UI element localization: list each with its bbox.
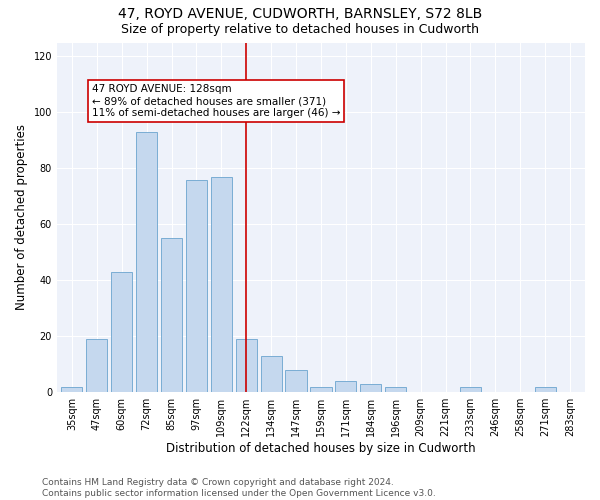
Bar [360, 384, 382, 392]
Bar [335, 381, 356, 392]
Bar [161, 238, 182, 392]
Y-axis label: Number of detached properties: Number of detached properties [15, 124, 28, 310]
Bar [111, 272, 132, 392]
Bar [86, 339, 107, 392]
Text: 47, ROYD AVENUE, CUDWORTH, BARNSLEY, S72 8LB: 47, ROYD AVENUE, CUDWORTH, BARNSLEY, S72… [118, 8, 482, 22]
Bar [310, 386, 332, 392]
Bar [460, 386, 481, 392]
X-axis label: Distribution of detached houses by size in Cudworth: Distribution of detached houses by size … [166, 442, 476, 455]
Text: 47 ROYD AVENUE: 128sqm
← 89% of detached houses are smaller (371)
11% of semi-de: 47 ROYD AVENUE: 128sqm ← 89% of detached… [92, 84, 340, 117]
Text: Size of property relative to detached houses in Cudworth: Size of property relative to detached ho… [121, 22, 479, 36]
Bar [186, 180, 207, 392]
Bar [136, 132, 157, 392]
Bar [260, 356, 282, 392]
Bar [236, 339, 257, 392]
Bar [535, 386, 556, 392]
Text: Contains HM Land Registry data © Crown copyright and database right 2024.
Contai: Contains HM Land Registry data © Crown c… [42, 478, 436, 498]
Bar [385, 386, 406, 392]
Bar [286, 370, 307, 392]
Bar [211, 177, 232, 392]
Bar [61, 386, 82, 392]
